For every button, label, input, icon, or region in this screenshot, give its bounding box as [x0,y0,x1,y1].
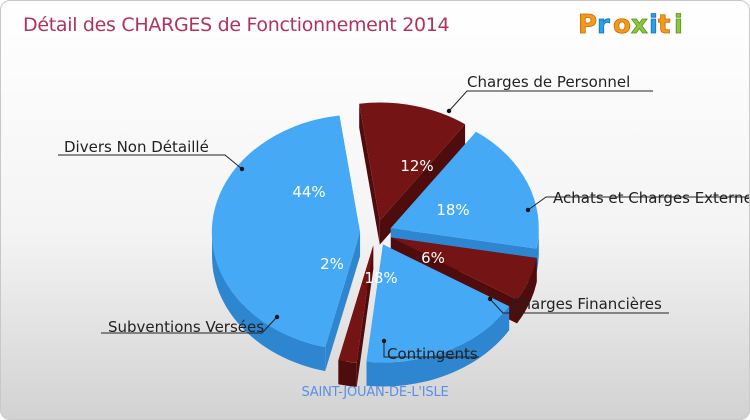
pie-slice-1[interactable] [359,102,466,221]
leader-arrow-1 [446,108,452,114]
pie-slice-5[interactable] [338,245,374,363]
pie-slice-2[interactable] [390,131,539,249]
leader-arrow-6 [239,166,245,172]
pie-slice-4[interactable] [366,244,510,363]
slice-percent-6: 44% [292,183,325,201]
logo-letter-p: P [578,10,597,40]
pie-slice-cut-1-1 [359,103,380,245]
leader-line-1 [448,90,653,112]
logo-letter-x: x [631,10,648,40]
leader-line-6 [58,154,243,170]
slice-percent-3: 6% [421,249,445,267]
logo-letter-i2: i [674,10,683,40]
slice-percent-5: 2% [320,255,344,273]
slice-label-3: Charges Financières [511,295,662,313]
proxiti-logo: P r o x i t i [578,7,693,41]
logo-letter-o: o [613,10,631,40]
slice-label-6: Divers Non Détaillé [64,138,209,156]
leader-line-5 [101,316,278,334]
pie-slice-side-4 [366,306,510,387]
pie-slice-6[interactable] [211,115,360,348]
leader-arrow-2 [525,207,531,213]
slice-percent-4: 18% [364,269,397,287]
chart-title: Détail des CHARGES de Fonctionnement 201… [23,14,450,36]
pie-slice-3[interactable] [391,237,537,300]
slice-label-5: Subventions Versées [108,318,264,336]
logo-letter-r: r [597,10,610,40]
slice-label-1: Charges de Personnel [467,73,630,91]
leader-arrow-4 [381,338,387,344]
pie-slice-cut-6-1 [325,232,361,372]
leader-line-4 [383,341,479,358]
leader-arrow-3 [487,296,493,302]
pie-slice-side-2 [536,228,539,273]
slice-percent-2: 18% [436,201,469,219]
commune-name: SAINT-JOUAN-DE-L'ISLE [301,385,449,400]
logo-letter-i1: i [649,10,658,40]
leader-line-3 [489,298,669,314]
slice-label-4: Contingents [387,345,478,363]
leader-line-2 [527,196,749,211]
slice-label-2: Achats et Charges Externes [553,189,749,207]
leader-arrow-5 [274,314,280,320]
slice-percent-1: 12% [400,157,433,175]
pie-slice-side-6 [212,232,326,372]
logo-letter-t: t [658,10,670,40]
pie-slice-cut-1-2 [379,124,466,245]
